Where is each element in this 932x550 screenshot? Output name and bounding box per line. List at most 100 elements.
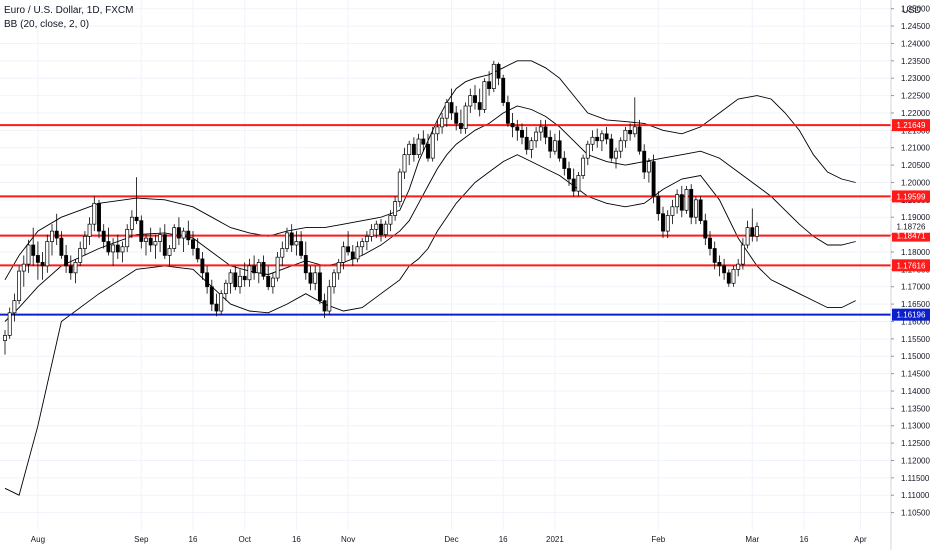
- candle-body: [632, 126, 637, 135]
- candle: [454, 106, 459, 131]
- candle: [176, 217, 181, 246]
- x-tick-label: Apr: [854, 535, 867, 544]
- candle: [585, 140, 590, 166]
- candle: [247, 258, 252, 287]
- candle-body: [740, 244, 745, 265]
- candle-body: [604, 133, 609, 140]
- candle: [693, 196, 698, 225]
- candle: [736, 258, 741, 277]
- y-tick-label: 1.14500: [901, 370, 930, 379]
- candle: [50, 224, 54, 256]
- band-middle: [4, 105, 856, 322]
- x-tick-label: Aug: [31, 535, 45, 544]
- candle: [336, 258, 341, 280]
- candle-body: [571, 178, 576, 192]
- candle-body: [383, 223, 388, 235]
- candle: [708, 231, 712, 256]
- x-tick-label: Mar: [745, 535, 759, 544]
- level-label-resistance-3: 1.18471: [897, 232, 926, 241]
- last-price-label: 1.18726: [897, 223, 926, 232]
- candle: [7, 307, 12, 339]
- candle: [703, 213, 708, 246]
- candle: [21, 255, 26, 287]
- candle-body: [388, 215, 393, 225]
- candle-body: [214, 303, 219, 312]
- candle: [266, 265, 271, 291]
- candle: [73, 258, 78, 284]
- candle: [270, 272, 275, 294]
- candle: [614, 147, 618, 169]
- y-tick-label: 1.24000: [901, 39, 930, 48]
- price-axis[interactable]: 1.25000 1.24500 1.24000 1.23500 1.23000 1.225…: [891, 5, 930, 518]
- candle: [745, 220, 750, 249]
- candle: [313, 265, 318, 291]
- candle-body: [661, 213, 665, 232]
- candle-body: [21, 263, 26, 272]
- candle-body: [195, 248, 200, 260]
- candle-body: [280, 248, 285, 258]
- candle-body: [299, 241, 304, 256]
- candle-body: [158, 234, 163, 242]
- candle-body: [618, 140, 623, 152]
- candle: [618, 137, 623, 159]
- candle: [191, 231, 195, 256]
- y-tick-label: 1.12500: [901, 439, 930, 448]
- candle-body: [45, 241, 50, 267]
- candle-body: [731, 268, 736, 284]
- candle: [562, 151, 567, 176]
- candle-body: [322, 300, 327, 312]
- candle-body: [139, 220, 144, 242]
- candle-body: [548, 136, 553, 152]
- candle-body: [411, 143, 416, 156]
- candle-body: [31, 244, 36, 256]
- indicator-title: BB (20, close, 2, 0): [4, 19, 90, 30]
- candle: [364, 231, 369, 251]
- candle-body: [463, 105, 468, 129]
- candle: [510, 112, 515, 138]
- candle: [129, 210, 134, 239]
- candle-body: [26, 244, 31, 265]
- candle-body: [435, 126, 440, 135]
- candle: [223, 279, 228, 301]
- candle: [261, 255, 266, 280]
- candle: [740, 238, 745, 270]
- candle: [698, 196, 703, 225]
- candle-body: [712, 248, 717, 263]
- candle: [35, 241, 40, 280]
- candle-body: [581, 157, 586, 176]
- candle-body: [162, 234, 167, 256]
- candle: [322, 293, 327, 318]
- candle: [26, 239, 31, 273]
- candle: [101, 224, 106, 249]
- candle-body: [576, 175, 581, 192]
- candle-body: [360, 241, 365, 248]
- candle: [111, 238, 116, 266]
- candle-body: [552, 140, 557, 152]
- candle-body: [369, 229, 374, 237]
- candle-body: [270, 277, 275, 288]
- candle-body: [529, 140, 534, 150]
- candle: [632, 97, 637, 138]
- candle-body: [40, 262, 45, 267]
- candle: [458, 109, 463, 134]
- y-tick-label: 1.21000: [901, 144, 930, 153]
- candle: [289, 224, 294, 252]
- candle-body: [421, 138, 426, 145]
- candle: [144, 234, 148, 256]
- candle-body: [599, 133, 604, 142]
- candle-body: [717, 262, 722, 267]
- candle-body: [350, 251, 355, 260]
- candle: [722, 258, 727, 280]
- candle: [59, 231, 64, 259]
- candle: [327, 279, 332, 315]
- currency-label: USD: [902, 5, 922, 15]
- y-tick-label: 1.20000: [901, 178, 930, 187]
- candle-body: [289, 232, 294, 246]
- y-tick-label: 1.20500: [901, 161, 930, 170]
- time-axis[interactable]: Aug Sep 16 Oct 16 Nov Dec 16 2021 Feb Mar 16 Apr: [31, 535, 867, 544]
- horizontal-levels[interactable]: [0, 124, 891, 316]
- candle-body: [637, 126, 642, 152]
- candle: [275, 251, 280, 282]
- candle-body: [101, 230, 106, 242]
